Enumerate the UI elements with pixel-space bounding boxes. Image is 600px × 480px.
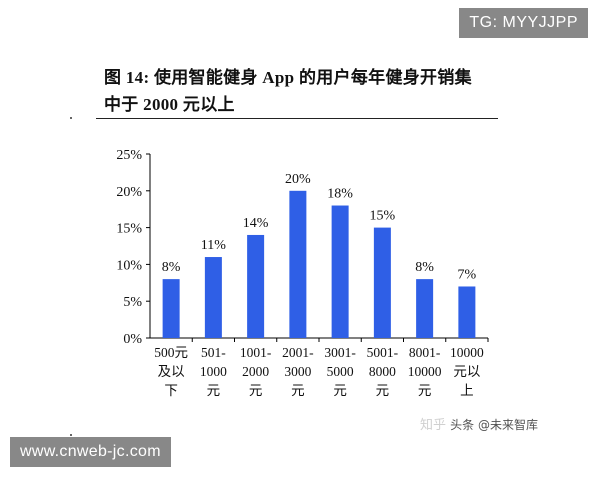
bar [458, 286, 476, 338]
y-tick-label: 25% [116, 148, 142, 163]
watermark-tg: TG: MYYJJPP [459, 8, 588, 38]
x-category-label: 10000 [450, 345, 484, 360]
x-category-label: 2000 [242, 364, 269, 379]
x-category-label: 元 [249, 383, 263, 398]
x-category-label: 5000 [327, 364, 354, 379]
x-category-label: 2001- [282, 345, 314, 360]
title-underline [96, 118, 498, 119]
y-tick-label: 20% [116, 185, 142, 200]
chart-title: 图 14: 使用智能健身 App 的用户每年健身开销集 中于 2000 元以上 [104, 64, 524, 118]
x-category-label: 10000 [408, 364, 442, 379]
x-category-label: 1001- [240, 345, 272, 360]
x-category-label: 上 [460, 383, 474, 398]
watermark-zhihu-prefix: 知乎 [420, 418, 451, 433]
x-category-label: 元 [291, 383, 305, 398]
bar-data-label: 8% [415, 260, 434, 275]
x-category-label: 元 [333, 383, 347, 398]
x-category-label: 及以 [158, 364, 185, 379]
x-category-label: 元 [376, 383, 390, 398]
x-category-label: 元以 [453, 364, 480, 379]
x-category-label: 下 [164, 383, 178, 398]
bar-data-label: 11% [201, 238, 226, 253]
decorative-dot [70, 117, 72, 119]
bar-data-label: 20% [285, 172, 311, 187]
bar-data-label: 7% [458, 267, 477, 282]
bar-data-label: 18% [327, 187, 353, 202]
bar [289, 190, 307, 338]
watermark-zhihu-handle: 头条 @未来智库 [450, 418, 538, 432]
x-category-label: 8000 [369, 364, 396, 379]
x-category-label: 8001- [409, 345, 441, 360]
x-category-label: 3000 [284, 364, 311, 379]
bar [331, 205, 349, 338]
x-category-label: 1000 [200, 364, 227, 379]
x-category-label: 3001- [324, 345, 356, 360]
x-category-label: 501- [201, 345, 226, 360]
bar [162, 279, 180, 338]
bar-data-label: 14% [243, 216, 269, 231]
bar-data-label: 8% [162, 260, 181, 275]
bar [204, 257, 222, 338]
bar [416, 279, 434, 338]
x-category-label: 元 [418, 383, 432, 398]
x-category-label: 5001- [367, 345, 399, 360]
x-category-label: 元 [207, 383, 221, 398]
y-tick-label: 0% [123, 332, 142, 347]
chart-title-line2: 中于 2000 元以上 [104, 95, 235, 114]
y-tick-label: 5% [123, 295, 142, 310]
watermark-url: www.cnweb-jc.com [10, 437, 171, 467]
x-category-label: 500元 [154, 345, 188, 360]
bar [373, 227, 391, 338]
watermark-zhihu: 知乎 头条 @未来智库 [420, 414, 538, 433]
decorative-dot [70, 434, 72, 436]
y-tick-label: 15% [116, 222, 142, 237]
bar [247, 234, 265, 338]
chart-title-line1: 图 14: 使用智能健身 App 的用户每年健身开销集 [104, 68, 472, 87]
bar-data-label: 15% [370, 209, 396, 224]
y-tick-label: 10% [116, 258, 142, 273]
